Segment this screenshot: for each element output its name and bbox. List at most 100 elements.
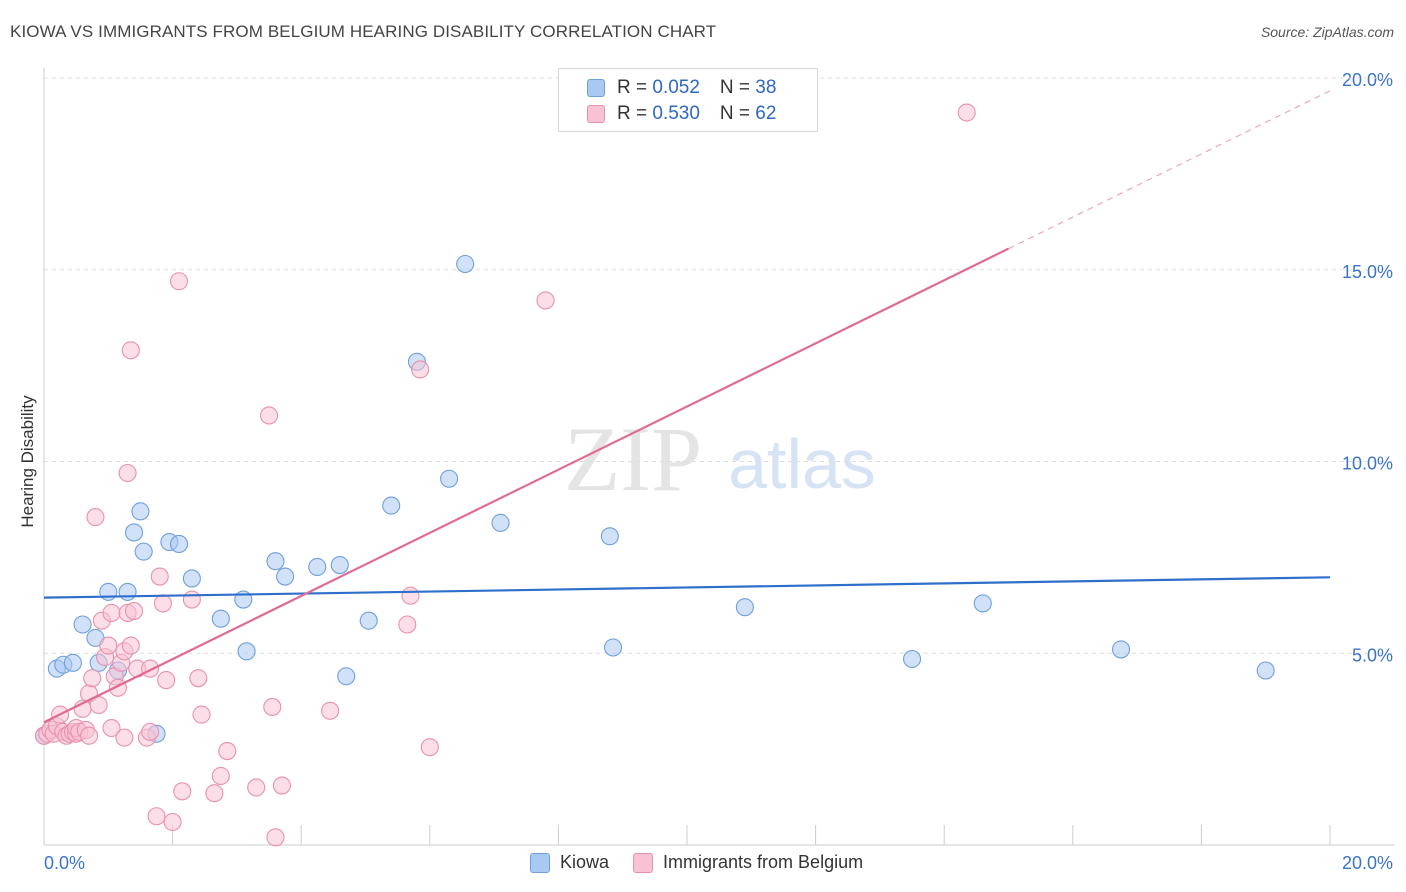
belgium-point [247,778,266,797]
kiowa-point [491,513,510,532]
belgium-point [124,602,144,621]
belgium-point [99,636,118,655]
kiowa-point [118,582,137,601]
belgium-point [957,103,976,122]
kiowa-point [382,496,401,515]
belgium-point [153,594,173,613]
kiowa-point [237,642,256,661]
kiowa-point [330,555,349,575]
x-tick-label: 20.0% [1342,853,1393,873]
legend-kiowa-swatch [530,852,550,873]
belgium-r-value: 0.530 [652,103,700,124]
series-legend: Kiowa Immigrants from Belgium [530,852,887,873]
belgium-point [189,669,208,688]
belgium-point [420,738,439,757]
belgium-point [259,406,279,425]
kiowa-trend-line [43,576,1331,599]
kiowa-point [266,552,285,571]
belgium-point [205,784,224,803]
belgium-point [102,718,121,738]
kiowa-point [131,502,150,521]
chart-title: KIOWA VS IMMIGRANTS FROM BELGIUM HEARING… [10,22,717,41]
belgium-point [79,726,99,745]
kiowa-r-value: 0.052 [652,77,700,98]
belgium-swatch [587,105,605,123]
belgium-point [115,728,134,747]
belgium-point [86,508,105,527]
kiowa-point [63,653,82,672]
kiowa-point [99,582,118,601]
belgium-trend-line [43,247,1009,724]
kiowa-point [359,611,378,630]
belgium-point [266,828,285,847]
kiowa-r-label: R = [617,77,653,98]
kiowa-point [604,638,623,657]
belgium-point [263,697,282,716]
belgium-point [102,603,121,623]
y-tick-label: 5.0% [1352,645,1393,665]
belgium-point [411,360,430,379]
belgium-point [163,812,182,832]
legend-belgium-label: Immigrants from Belgium [663,852,864,872]
watermark-zip: ZIP [564,408,702,510]
belgium-n-value: 62 [755,103,777,124]
belgium-point [192,705,211,724]
y-tick-label: 15.0% [1342,262,1393,282]
kiowa-point [902,649,922,669]
kiowa-point [182,569,201,588]
kiowa-point [600,527,619,546]
stats-legend-row-kiowa: R = 0.052 N = 38 [587,76,776,100]
belgium-point [398,615,417,634]
belgium-point [321,701,340,720]
y-axis-title: Hearing Disability [18,395,37,528]
kiowa-point [276,567,295,586]
kiowa-point [735,598,754,617]
kiowa-point [456,254,475,274]
belgium-n-label: N = [719,103,756,124]
belgium-point [272,776,291,795]
belgium-point [121,341,140,360]
legend-kiowa-label: Kiowa [560,852,610,872]
kiowa-swatch [587,79,605,97]
kiowa-point [73,615,92,634]
y-tick-label: 10.0% [1342,454,1393,474]
belgium-point [211,766,230,786]
kiowa-point [1111,640,1131,659]
kiowa-point [124,523,144,542]
belgium-point [182,590,201,609]
belgium-point [147,807,166,826]
kiowa-point [973,594,992,613]
kiowa-point [134,542,153,561]
kiowa-point [337,667,356,686]
kiowa-point [211,609,230,628]
belgium-point [401,586,420,605]
kiowa-point [169,534,189,554]
belgium-point [218,741,237,761]
stats-legend: R = 0.052 N = 38 R = 0.530 N = 62 [558,68,818,132]
x-tick-label: 0.0% [44,853,85,873]
kiowa-n-label: N = [719,77,756,98]
legend-item-kiowa: Kiowa [530,852,609,873]
legend-belgium-swatch [633,852,654,873]
belgium-point [169,272,189,291]
kiowa-point [440,469,459,488]
watermark-atlas: atlas [728,425,876,503]
belgium-point [173,782,192,801]
legend-item-belgium: Immigrants from Belgium [633,852,863,873]
belgium-point [536,291,555,310]
belgium-point [150,567,169,586]
belgium-point [83,669,102,688]
belgium-r-label: R = [617,103,653,124]
kiowa-point [308,557,327,577]
source-label: Source: ZipAtlas.com [1260,24,1394,40]
y-tick-label: 20.0% [1342,70,1393,90]
belgium-point [141,659,160,678]
kiowa-point [1256,661,1275,680]
stats-legend-row-belgium: R = 0.530 N = 62 [587,102,776,126]
belgium-trend-extension [1008,90,1331,250]
belgium-point [141,722,160,741]
belgium-point [121,636,140,655]
belgium-point [157,671,176,690]
kiowa-n-value: 38 [755,77,777,98]
